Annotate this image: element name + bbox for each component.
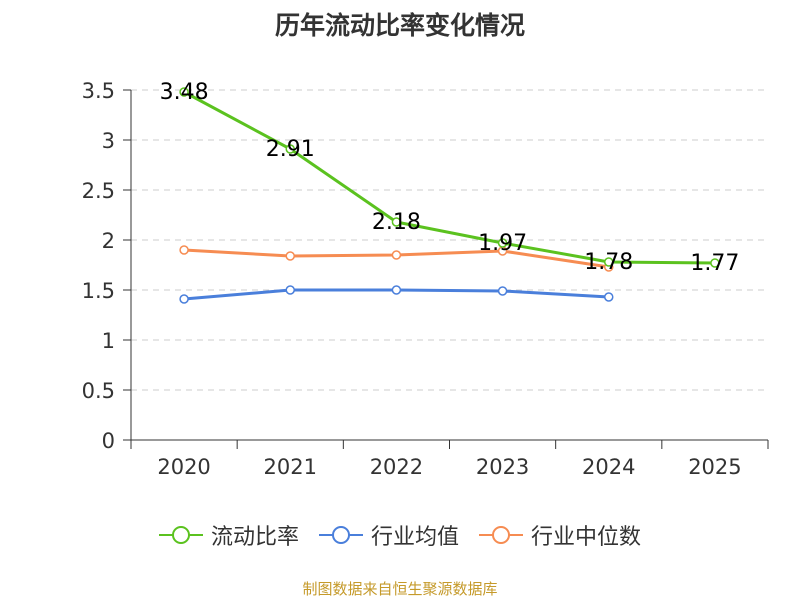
legend-label-current-ratio: 流动比率 <box>210 525 299 550</box>
legend[interactable]: 流动比率 行业均值 行业中位数 <box>0 519 800 551</box>
y-tick-label: 1 <box>102 329 115 353</box>
series-point-0 <box>391 217 402 227</box>
series-point-2 <box>285 251 295 261</box>
x-tick-label: 2022 <box>370 455 423 479</box>
y-tick-label: 2.5 <box>82 179 115 203</box>
legend-label-industry-median: 行业中位数 <box>531 525 642 550</box>
series-point-0 <box>604 257 614 267</box>
legend-marker-industry-median <box>479 526 523 544</box>
data-label: 3.48 <box>160 80 209 105</box>
data-label: 1.78 <box>584 250 633 275</box>
x-tick-label: 2020 <box>157 455 210 479</box>
data-label: 2.91 <box>266 137 315 162</box>
series-point-1 <box>179 294 189 304</box>
series-line-0 <box>183 90 715 265</box>
legend-marker-industry-mean <box>318 526 363 544</box>
y-tick-label: 1.5 <box>82 279 115 303</box>
series-point-0 <box>285 144 295 154</box>
source-note: 制图数据来自恒生聚源数据库 <box>302 580 498 598</box>
series-point-2 <box>391 250 402 260</box>
y-tick-label: 0 <box>102 429 115 453</box>
series-point-0 <box>497 238 508 248</box>
legend-item-industry-median[interactable]: 行业中位数 <box>479 519 641 551</box>
data-label: 1.77 <box>690 251 739 276</box>
series-point-0 <box>179 87 189 97</box>
data-label: 2.18 <box>372 210 421 235</box>
y-tick-label: 3 <box>102 129 115 153</box>
x-tick-label: 2021 <box>264 455 317 479</box>
legend-item-industry-mean[interactable]: 行业均值 <box>318 519 459 551</box>
series-point-1 <box>285 285 295 295</box>
x-tick-label: 2025 <box>688 455 741 479</box>
series-point-1 <box>391 285 402 295</box>
x-tick-label: 2023 <box>476 455 529 479</box>
series-point-0 <box>710 258 720 268</box>
legend-item-current-ratio[interactable]: 流动比率 <box>158 519 299 551</box>
series-point-2 <box>179 245 189 255</box>
y-tick-label: 0.5 <box>82 379 115 403</box>
y-tick-label: 2 <box>102 229 115 253</box>
data-label: 1.97 <box>478 231 527 256</box>
x-tick-label: 2024 <box>582 455 635 479</box>
y-tick-label: 3.5 <box>82 79 115 103</box>
legend-label-industry-mean: 行业均值 <box>370 525 459 550</box>
series-point-1 <box>497 286 508 296</box>
chart-title: 历年流动比率变化情况 <box>274 11 525 40</box>
series-point-1 <box>604 292 614 302</box>
legend-marker-current-ratio <box>158 526 203 544</box>
